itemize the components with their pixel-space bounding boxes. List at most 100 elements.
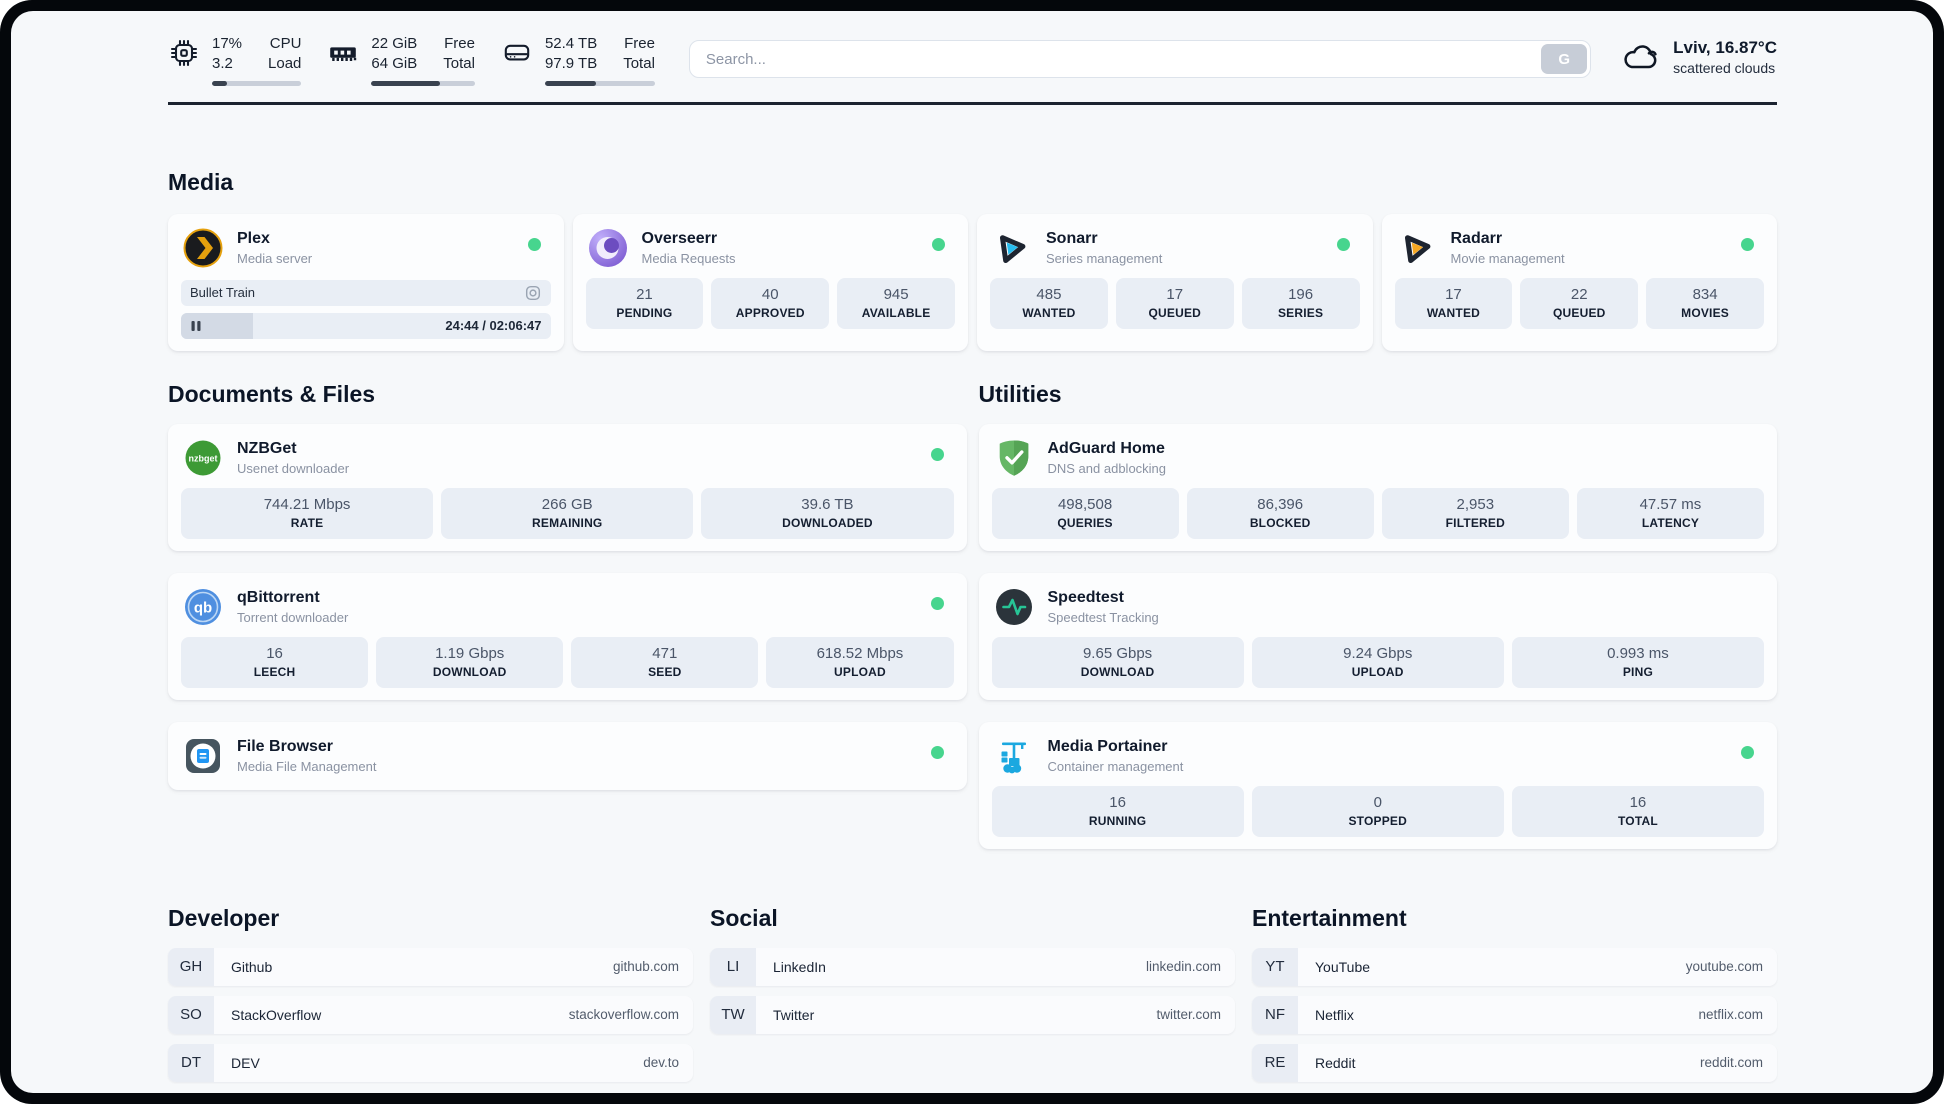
cpu-icon [168,37,200,69]
section-documents: Documents & Files nzbget NZBGet U [168,381,967,849]
app-description: Movie management [1450,250,1565,266]
bookmark-youtube[interactable]: YT YouTube youtube.com [1252,947,1777,986]
app-title: qBittorrent [237,588,320,606]
app-description: Series management [1046,250,1163,266]
app-card-filebrowser[interactable]: File Browser Media File Management [168,721,967,790]
section-developer: Developer GH Github github.com SO StackO… [168,905,693,1082]
search-input[interactable] [688,40,1592,78]
bookmark-name: Reddit [1315,1054,1356,1071]
app-card-overseerr[interactable]: Overseerr Media Requests 21 PENDING 40 A… [572,213,968,351]
app-card-qbittorrent[interactable]: qb qBittorrent Torrent downloader 16 LEE… [168,572,967,700]
pause-button[interactable] [190,320,202,332]
status-dot [1741,745,1754,759]
svg-text:nzbget: nzbget [189,453,218,463]
bookmark-badge: NF [1252,995,1298,1034]
app-card-sonarr[interactable]: Sonarr Series management 485 WANTED 17 Q… [977,213,1373,351]
now-playing-row: Bullet Train [181,279,551,306]
memory-total-value: 64 GiB [371,54,418,72]
stat-chip: 266 GB REMAINING [441,487,694,539]
app-description: Media Requests [641,250,736,266]
app-card-speedtest[interactable]: Speedtest Speedtest Tracking 9.65 Gbps D… [978,572,1777,700]
memory-icon [327,37,359,69]
stat-chip: 47.57 ms LATENCY [1576,487,1764,539]
app-title: Plex [237,229,270,247]
app-title: Media Portainer [1047,737,1168,755]
stat-chip: 9.65 Gbps DOWNLOAD [991,636,1244,688]
stat-chip: 16 TOTAL [1511,785,1764,837]
stat-chip: 0.993 ms PING [1511,636,1764,688]
app-card-portainer[interactable]: Media Portainer Container management 16 … [978,721,1777,849]
weather-condition: scattered clouds [1673,60,1776,76]
status-dot [930,745,944,759]
section-media: Media Plex Media server [168,169,1777,351]
speedtest-icon [994,587,1034,627]
bookmark-badge: YT [1252,947,1298,986]
status-dot [1336,237,1350,251]
memory-progress-fill [371,80,440,86]
section-title-entertainment: Entertainment [1252,904,1407,931]
status-dot [1741,237,1754,251]
cpu-usage-label: CPU [269,35,302,52]
bookmark-name: StackOverflow [231,1006,322,1023]
bookmark-badge: RE [1252,1043,1298,1082]
dashboard-page: 17% 3.2 CPU Load [11,11,1933,1093]
playback-progress-row: 24:44 / 02:06:47 [181,312,551,339]
search-engine-button[interactable]: G [1541,44,1588,74]
app-card-radarr[interactable]: Radarr Movie management 17 WANTED 22 QUE… [1381,213,1777,351]
weather-widget: Lviv, 16.87°C scattered clouds [1621,38,1777,76]
section-title-media: Media [168,168,234,195]
stat-chip: 196 SERIES [1241,277,1360,329]
app-description: Torrent downloader [237,609,349,625]
disk-progress-bar [544,80,655,86]
stat-chip: 744.21 Mbps RATE [181,487,434,539]
bookmark-netflix[interactable]: NF Netflix netflix.com [1252,995,1777,1034]
disk-free-value: 52.4 TB [544,35,598,52]
stat-chip: 17 WANTED [1394,277,1513,329]
app-card-plex[interactable]: Plex Media server Bullet Train [168,213,564,351]
disk-total-label: Total [623,54,655,72]
bookmark-reddit[interactable]: RE Reddit reddit.com [1252,1043,1777,1082]
app-title: Speedtest [1047,588,1124,606]
stat-chip: 40 APPROVED [711,277,830,329]
section-entertainment: Entertainment YT YouTube youtube.com NF … [1252,905,1777,1082]
plex-icon [183,228,223,268]
bookmark-name: DEV [231,1054,260,1071]
app-description: Speedtest Tracking [1047,609,1159,625]
stat-chip: 2,953 FILTERED [1381,487,1569,539]
bookmark-dev[interactable]: DT DEV dev.to [168,1043,693,1082]
stat-chip: 22 QUEUED [1520,277,1639,329]
app-card-adguard[interactable]: AdGuard Home DNS and adblocking 498,508 … [978,423,1777,551]
stat-chip: 0 STOPPED [1251,785,1504,837]
stat-chip: 945 AVAILABLE [837,277,955,329]
bookmark-url: netflix.com [1698,1007,1763,1022]
stat-chip: 39.6 TB DOWNLOADED [701,487,954,539]
bookmark-badge: GH [168,947,214,986]
bookmark-twitter[interactable]: TW Twitter twitter.com [710,995,1235,1034]
stat-chip: 16 LEECH [181,636,369,688]
status-dot [527,237,541,251]
disk-free-label: Free [624,35,655,52]
nzbget-icon: nzbget [183,438,223,478]
stat-chip: 86,396 BLOCKED [1186,487,1374,539]
disk-progress-fill [544,80,596,86]
bookmark-name: YouTube [1315,958,1371,975]
cpu-usage-value: 17% [212,35,243,52]
session-icon[interactable] [524,284,542,302]
bookmark-badge: TW [710,995,756,1034]
bookmark-linkedin[interactable]: LI LinkedIn linkedin.com [710,947,1235,986]
portainer-icon [994,736,1034,776]
section-title-developer: Developer [168,904,280,931]
cpu-widget: 17% 3.2 CPU Load [168,35,302,86]
stat-chip: 471 SEED [571,636,759,688]
app-title: File Browser [237,737,334,755]
bookmark-github[interactable]: GH Github github.com [168,947,693,986]
bookmarks-area: Developer GH Github github.com SO StackO… [168,905,1777,1082]
middle-columns: Documents & Files nzbget NZBGet U [168,381,1777,849]
weather-location: Lviv, 16.87°C [1673,38,1777,57]
section-utilities: Utilities AdGuard Home [978,380,1777,849]
section-title-utilities: Utilities [978,380,1062,407]
radarr-icon [1397,228,1437,268]
bookmark-stackoverflow[interactable]: SO StackOverflow stackoverflow.com [168,995,693,1034]
app-card-nzbget[interactable]: nzbget NZBGet Usenet downloader 744.21 M… [168,423,967,551]
